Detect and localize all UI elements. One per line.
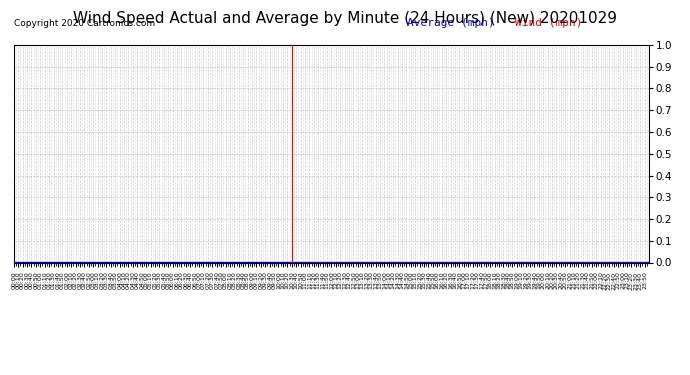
- Text: Wind Speed Actual and Average by Minute (24 Hours) (New) 20201029: Wind Speed Actual and Average by Minute …: [73, 11, 617, 26]
- Text: Average (mph): Average (mph): [407, 18, 495, 28]
- Text: Wind (mph): Wind (mph): [515, 18, 583, 28]
- Text: Copyright 2020 Cartronics.com: Copyright 2020 Cartronics.com: [14, 19, 155, 28]
